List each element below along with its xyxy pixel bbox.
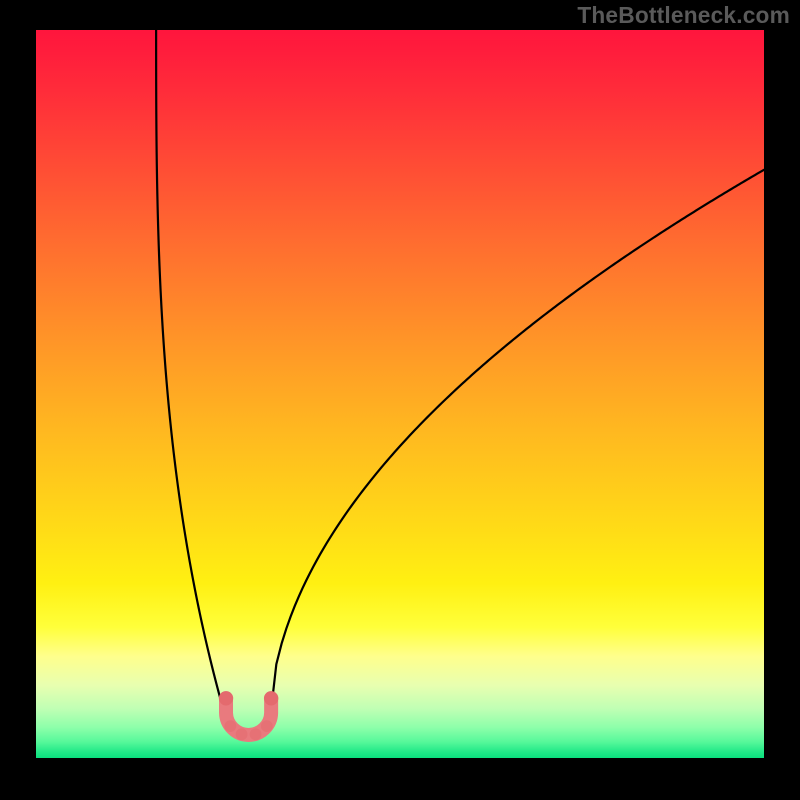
chart-svg (0, 0, 800, 800)
plot-background (36, 30, 764, 758)
valley-bead (224, 720, 236, 732)
valley-cap-right (264, 691, 278, 705)
valley-bead (261, 720, 273, 732)
valley-bead (236, 728, 248, 740)
valley-cap-left (219, 691, 233, 705)
chart-root: TheBottleneck.com (0, 0, 800, 800)
watermark-text: TheBottleneck.com (577, 2, 790, 29)
valley-bead (250, 728, 262, 740)
